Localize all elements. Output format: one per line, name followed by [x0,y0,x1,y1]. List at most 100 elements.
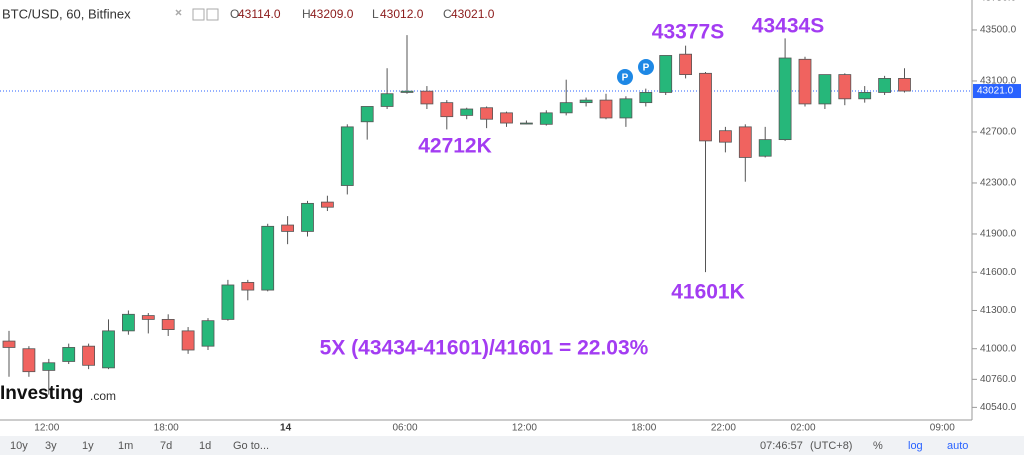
candle-body [141,315,155,320]
candle-body [42,362,56,371]
candle-body [639,92,653,104]
y-tick-label: 43750.0 [980,0,1017,4]
y-tick-label: 42300.0 [980,178,1017,189]
legend-key: H [302,7,311,21]
range-button[interactable]: 3y [45,440,57,452]
candle-body [898,78,911,92]
candle-body [539,112,553,125]
candle-body [281,224,295,232]
candle-body [181,330,195,351]
range-button[interactable]: Go to... [233,440,269,452]
option-button[interactable]: log [908,440,923,452]
candle-body [380,93,394,107]
toolbar [0,436,1024,455]
candle-body [659,55,673,93]
option-button[interactable]: % [873,440,883,452]
annotation: 43377S [652,21,724,44]
candle-body [102,330,115,369]
candle-body [679,53,692,75]
range-button[interactable]: 7d [160,440,172,452]
x-tick-label: 12:00 [34,423,59,434]
event-marker[interactable] [617,69,633,85]
clock: 07:46:57 [760,440,803,452]
event-marker-label: P [643,63,650,74]
candle-body [758,139,772,157]
candle-body [201,320,215,347]
candle-body [82,345,95,366]
annotation: 42712K [418,135,492,158]
chart-title: BTC/USD, 60, Bitfinex [2,6,131,21]
legend-value: 43209.0 [310,7,354,21]
range-button[interactable]: 10y [10,440,28,452]
logo: Investing [0,383,83,404]
range-button[interactable]: 1y [82,440,94,452]
x-tick-label: 14 [280,423,292,434]
candle-body [420,90,434,105]
range-button[interactable]: 1d [199,440,211,452]
candle-body [719,130,732,143]
event-marker-label: P [622,73,629,84]
candle-body [340,126,354,186]
candle-body [480,107,494,120]
candle-body [301,202,314,232]
y-tick-label: 41900.0 [980,229,1017,240]
candle-body [122,313,135,332]
candle-body [22,348,36,373]
candle-body [261,225,275,291]
range-button[interactable]: 1m [118,440,133,452]
annotation: 5X (43434-41601)/41601 = 22.03% [320,337,649,360]
candle-body [440,102,454,118]
candle-body [699,72,712,142]
last-price-box [973,84,1021,99]
y-tick-label: 42700.0 [980,127,1017,138]
legend-key: L [372,7,379,21]
legend-value: 43114.0 [238,7,281,21]
y-tick-label: 40540.0 [980,402,1017,413]
legend-value: 43012.0 [380,7,424,21]
event-marker[interactable] [638,59,654,75]
candle-body [818,74,832,105]
candle-body [858,92,872,100]
candle-body [878,78,891,93]
candle-body [619,98,633,119]
legend-key: C [443,7,452,21]
y-tick-label: 41000.0 [980,343,1017,354]
candle-body [838,74,852,100]
x-tick-label: 09:00 [930,423,955,434]
candle-body [599,99,613,119]
legend-key: O [230,7,239,21]
last-price-label: 43021.0 [977,86,1014,97]
annotation: 41601K [671,281,745,304]
settings-icon[interactable] [192,8,205,21]
candle-body [2,340,16,348]
close-icon[interactable] [175,9,182,16]
candle-body [320,201,334,208]
x-tick-label: 22:00 [711,423,736,434]
candle-body [62,347,76,362]
candle-body [400,90,414,93]
x-tick-label: 06:00 [392,423,417,434]
y-tick-label: 43100.0 [980,76,1017,87]
y-tick-label: 41300.0 [980,305,1017,316]
candle-body [579,99,593,104]
candle-body [460,108,474,116]
candle-body [778,57,792,141]
timezone: (UTC+8) [810,440,852,452]
candle-body [241,282,255,291]
candle-body [161,318,175,330]
candle-body [520,122,533,125]
hide-icon[interactable] [206,8,219,21]
y-tick-label: 41600.0 [980,267,1017,278]
x-tick-label: 02:00 [790,423,815,434]
candle-body [559,102,573,114]
annotation: 43434S [752,15,824,38]
logo-suffix: .com [90,389,116,403]
candle-body [500,112,513,124]
candle-body [738,126,752,158]
legend-value: 43021.0 [451,7,495,21]
option-button[interactable]: auto [947,440,968,452]
x-tick-label: 18:00 [631,423,656,434]
